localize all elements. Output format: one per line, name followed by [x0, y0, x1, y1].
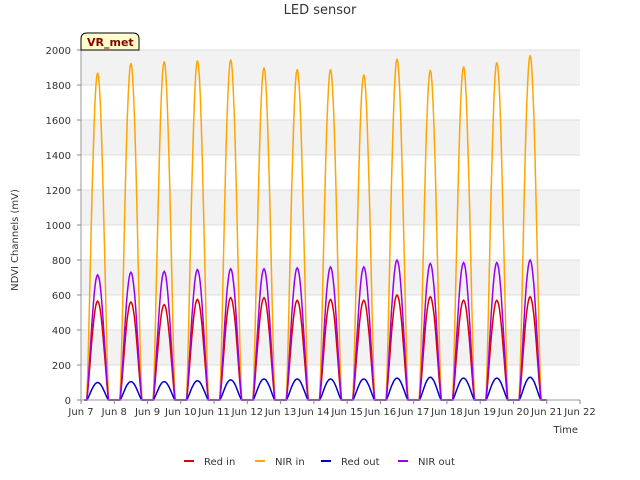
- x-tick-label: Jun 7: [67, 407, 93, 418]
- x-tick-label: Jun 22: [563, 407, 596, 418]
- y-tick-label: 2000: [46, 46, 71, 57]
- plot-band: [81, 85, 580, 120]
- plot-band: [81, 330, 580, 365]
- x-tick-label: Jun 10: [164, 407, 197, 418]
- y-tick-label: 1800: [46, 81, 71, 92]
- plot-band: [81, 190, 580, 225]
- x-tick-label: Jun 14: [297, 407, 330, 418]
- x-tick-label: Jun 11: [197, 407, 230, 418]
- y-axis-label: NDVI Channels (mV): [10, 189, 21, 291]
- station-badge: VR_met: [80, 32, 140, 51]
- legend: Red in NIR in Red out NIR out: [184, 457, 455, 468]
- x-tick-label: Jun 18: [430, 407, 463, 418]
- plot-band: [81, 50, 580, 85]
- x-tick-label: Jun 21: [530, 407, 563, 418]
- x-axis-label: Time: [553, 425, 578, 436]
- plot-background: [81, 50, 580, 400]
- y-tick-label: 0: [65, 396, 71, 407]
- legend-label: NIR out: [418, 457, 455, 468]
- plot-band: [81, 225, 580, 260]
- x-tick-label: Jun 20: [497, 407, 530, 418]
- plot-band: [81, 365, 580, 400]
- x-tick-label: Jun 12: [231, 407, 264, 418]
- y-tick-labels: 0 200 400 600 800 1000 1200 1400 1600 1800 2000: [46, 46, 81, 407]
- x-tick-labels: Jun 7 Jun 8 Jun 9 Jun 10 Jun 11 Jun 12 Jun 13 J…: [67, 400, 596, 418]
- y-tick-label: 1000: [46, 221, 71, 232]
- legend-label: Red in: [204, 457, 235, 468]
- x-tick-label: Jun 16: [364, 407, 397, 418]
- x-tick-label: Jun 15: [330, 407, 363, 418]
- x-tick-label: Jun 13: [264, 407, 297, 418]
- y-tick-label: 200: [52, 361, 71, 372]
- y-tick-label: 600: [52, 291, 71, 302]
- x-tick-label: Jun 8: [101, 407, 127, 418]
- badge-label: VR_met: [87, 36, 134, 49]
- y-tick-label: 1200: [46, 186, 71, 197]
- x-tick-label: Jun 19: [463, 407, 496, 418]
- badge-box: [80, 32, 140, 51]
- x-tick-label: Jun 17: [397, 407, 430, 418]
- y-tick-label: 1400: [46, 151, 71, 162]
- chart-title: LED sensor: [284, 3, 357, 18]
- y-tick-label: 400: [52, 326, 71, 337]
- plot-band: [81, 155, 580, 190]
- y-tick-label: 800: [52, 256, 71, 267]
- legend-label: NIR in: [275, 457, 305, 468]
- plot-band: [81, 120, 580, 155]
- legend-label: Red out: [341, 457, 380, 468]
- y-tick-label: 1600: [46, 116, 71, 127]
- x-tick-label: Jun 9: [134, 407, 160, 418]
